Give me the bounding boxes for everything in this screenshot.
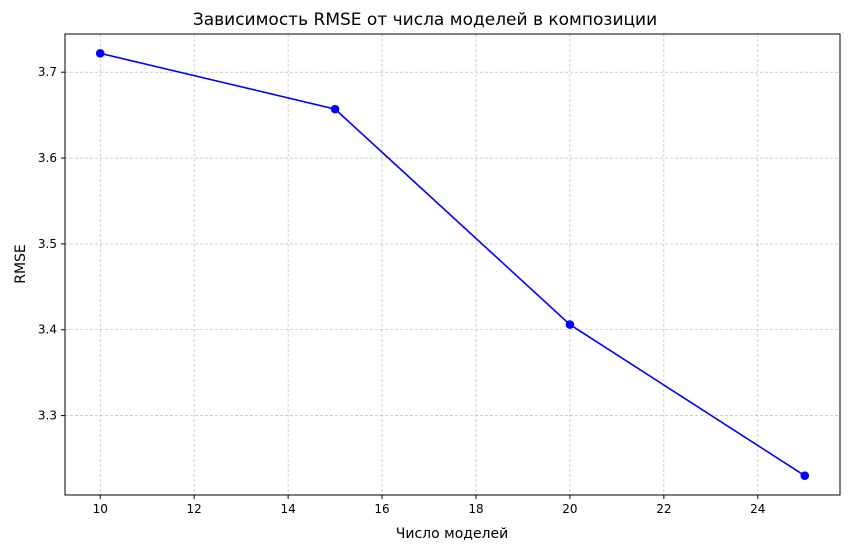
x-tick-label: 18 (468, 502, 483, 516)
chart-title: Зависимость RMSE от числа моделей в комп… (193, 10, 657, 30)
data-point (800, 471, 810, 480)
x-axis-label: Число моделей (396, 526, 508, 542)
y-tick-label: 3.3 (38, 409, 57, 423)
x-tick-label: 14 (280, 502, 295, 516)
data-point (565, 320, 575, 329)
y-tick-label: 3.5 (38, 237, 57, 251)
y-tick-label: 3.4 (38, 323, 57, 337)
x-tick-label: 16 (374, 502, 389, 516)
axis-ticks: 10 12 14 16 18 20 22 24 3.3 3.4 3.5 3.6 3.7 (38, 65, 766, 516)
y-axis-label: RMSE (13, 244, 29, 284)
x-tick-label: 20 (562, 502, 577, 516)
plot-frame (64, 33, 841, 496)
x-tick-label: 12 (187, 502, 202, 516)
x-tick-label: 10 (93, 502, 108, 516)
series-line (100, 52, 806, 477)
data-point (95, 49, 105, 58)
x-tick-label: 24 (750, 502, 765, 516)
y-tick-label: 3.7 (38, 65, 57, 79)
grid (65, 34, 840, 495)
data-point (330, 104, 340, 114)
series-layer (95, 49, 810, 480)
x-tick-label: 22 (656, 502, 671, 516)
y-tick-label: 3.6 (38, 151, 57, 165)
